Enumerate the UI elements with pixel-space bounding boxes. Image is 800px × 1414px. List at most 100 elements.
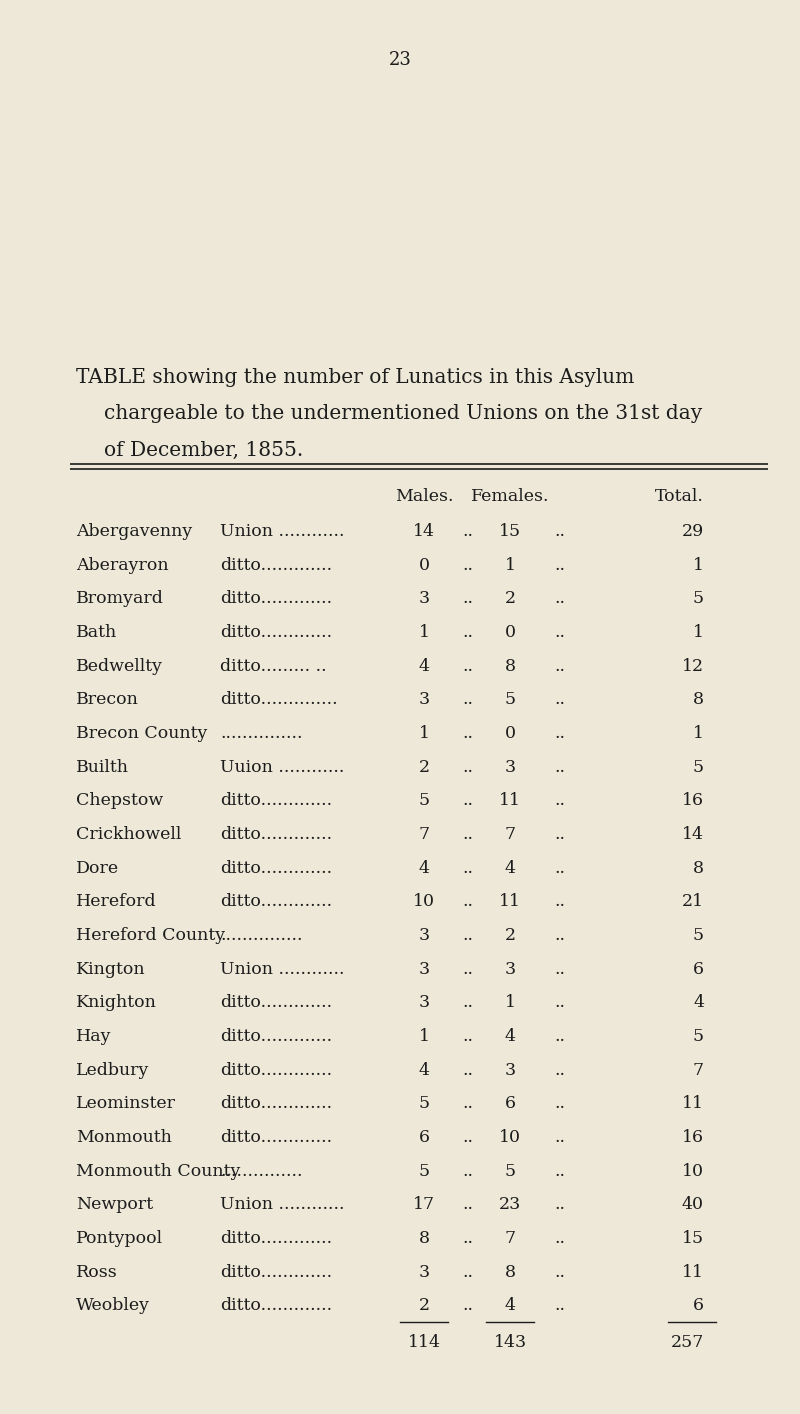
Text: Union ............: Union ............ [220, 1196, 345, 1213]
Text: 16: 16 [682, 792, 704, 809]
Text: ..: .. [462, 1062, 474, 1079]
Text: Hay: Hay [76, 1028, 111, 1045]
Text: Ross: Ross [76, 1264, 118, 1281]
Text: ..: .. [554, 1096, 566, 1113]
Text: 11: 11 [499, 792, 522, 809]
Text: 3: 3 [418, 591, 430, 608]
Text: ..: .. [462, 725, 474, 742]
Text: Aberayron: Aberayron [76, 557, 169, 574]
Text: Bath: Bath [76, 624, 118, 641]
Text: 17: 17 [413, 1196, 435, 1213]
Text: 4: 4 [418, 658, 430, 674]
Text: ..: .. [554, 1028, 566, 1045]
Text: ..: .. [554, 759, 566, 776]
Text: Bromyard: Bromyard [76, 591, 164, 608]
Text: ..: .. [554, 1264, 566, 1281]
Text: ..: .. [462, 860, 474, 877]
Text: ..: .. [554, 1162, 566, 1179]
Text: ..: .. [554, 792, 566, 809]
Text: 7: 7 [505, 1230, 516, 1247]
Text: ..: .. [462, 1297, 474, 1314]
Text: Crickhowell: Crickhowell [76, 826, 182, 843]
Text: ..: .. [554, 960, 566, 977]
Text: ditto.............: ditto............. [220, 860, 332, 877]
Text: ..: .. [462, 792, 474, 809]
Text: 6: 6 [418, 1128, 430, 1145]
Text: 40: 40 [682, 1196, 704, 1213]
Text: ..: .. [462, 1096, 474, 1113]
Text: 15: 15 [499, 523, 522, 540]
Text: ..: .. [554, 691, 566, 708]
Text: 0: 0 [418, 557, 430, 574]
Text: ..: .. [462, 1196, 474, 1213]
Text: 3: 3 [505, 960, 516, 977]
Text: 1: 1 [505, 994, 516, 1011]
Text: 29: 29 [682, 523, 704, 540]
Text: 3: 3 [418, 1264, 430, 1281]
Text: ..: .. [462, 1128, 474, 1145]
Text: Monmouth: Monmouth [76, 1128, 172, 1145]
Text: Union ............: Union ............ [220, 960, 345, 977]
Text: 1: 1 [418, 725, 430, 742]
Text: ..: .. [554, 826, 566, 843]
Text: Knighton: Knighton [76, 994, 157, 1011]
Text: ...............: ............... [220, 928, 302, 945]
Text: Bedwellty: Bedwellty [76, 658, 163, 674]
Text: ..: .. [462, 960, 474, 977]
Text: 3: 3 [418, 994, 430, 1011]
Text: 12: 12 [682, 658, 704, 674]
Text: Females.: Females. [471, 488, 550, 505]
Text: 5: 5 [418, 792, 430, 809]
Text: 0: 0 [505, 624, 516, 641]
Text: 21: 21 [682, 894, 704, 911]
Text: 2: 2 [505, 591, 516, 608]
Text: 10: 10 [682, 1162, 704, 1179]
Text: 10: 10 [413, 894, 435, 911]
Text: ..: .. [462, 691, 474, 708]
Text: of December, 1855.: of December, 1855. [104, 441, 303, 460]
Text: Kington: Kington [76, 960, 146, 977]
Text: ..: .. [462, 557, 474, 574]
Text: TABLE showing the number of Lunatics in this Asylum: TABLE showing the number of Lunatics in … [76, 368, 634, 386]
Text: 3: 3 [418, 691, 430, 708]
Text: ..: .. [462, 994, 474, 1011]
Text: ..: .. [554, 894, 566, 911]
Text: ditto.............: ditto............. [220, 792, 332, 809]
Text: 15: 15 [682, 1230, 704, 1247]
Text: ditto.............: ditto............. [220, 1028, 332, 1045]
Text: ..: .. [554, 860, 566, 877]
Text: ..: .. [462, 1264, 474, 1281]
Text: 14: 14 [682, 826, 704, 843]
Text: ..: .. [554, 658, 566, 674]
Text: Brecon: Brecon [76, 691, 139, 708]
Text: ..: .. [462, 1162, 474, 1179]
Text: ..: .. [554, 1196, 566, 1213]
Text: 5: 5 [693, 759, 704, 776]
Text: 257: 257 [670, 1333, 704, 1350]
Text: Newport: Newport [76, 1196, 153, 1213]
Text: Dore: Dore [76, 860, 119, 877]
Text: 5: 5 [693, 1028, 704, 1045]
Text: 11: 11 [682, 1096, 704, 1113]
Text: 5: 5 [505, 691, 516, 708]
Text: Leominster: Leominster [76, 1096, 176, 1113]
Text: 3: 3 [505, 759, 516, 776]
Text: ditto.............: ditto............. [220, 624, 332, 641]
Text: Weobley: Weobley [76, 1297, 150, 1314]
Text: 114: 114 [407, 1333, 441, 1350]
Text: Brecon County: Brecon County [76, 725, 207, 742]
Text: 5: 5 [418, 1162, 430, 1179]
Text: 11: 11 [682, 1264, 704, 1281]
Text: ..: .. [554, 994, 566, 1011]
Text: ..: .. [462, 928, 474, 945]
Text: ..: .. [462, 894, 474, 911]
Text: 5: 5 [693, 928, 704, 945]
Text: ..: .. [462, 523, 474, 540]
Text: ..: .. [554, 591, 566, 608]
Text: ditto.............: ditto............. [220, 994, 332, 1011]
Text: ..: .. [462, 1230, 474, 1247]
Text: 8: 8 [418, 1230, 430, 1247]
Text: 11: 11 [499, 894, 522, 911]
Text: 23: 23 [499, 1196, 522, 1213]
Text: Abergavenny: Abergavenny [76, 523, 192, 540]
